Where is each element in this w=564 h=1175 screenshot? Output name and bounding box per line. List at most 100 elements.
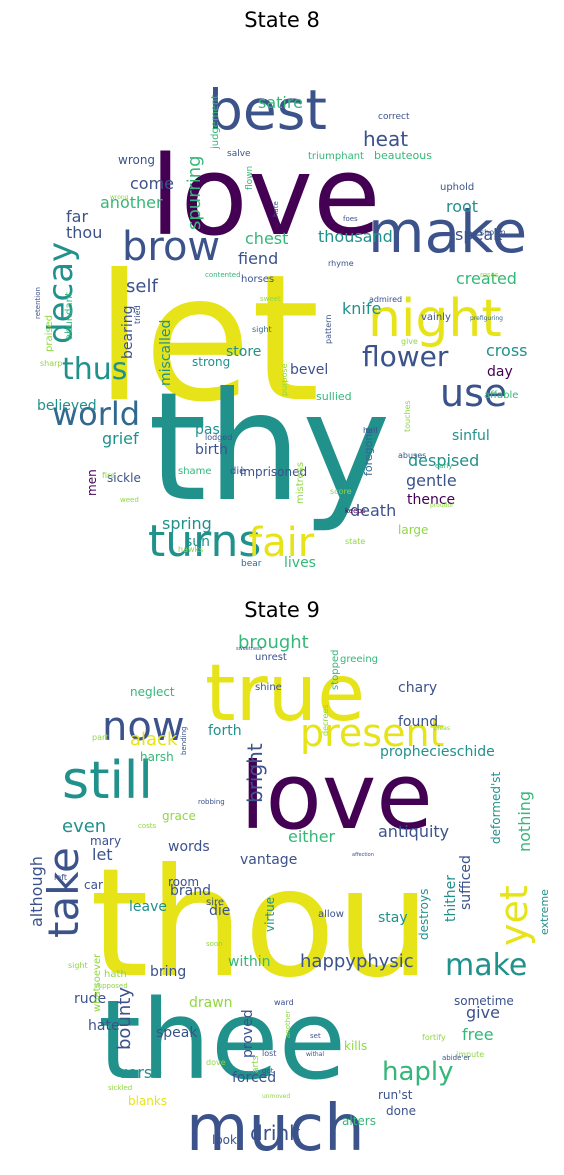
cloud-word: grief xyxy=(102,429,139,448)
cloud-word: heat xyxy=(363,127,408,151)
cloud-word: wrong xyxy=(110,194,129,201)
cloud-word: believed xyxy=(37,398,97,414)
cloud-word: foregone xyxy=(362,427,375,476)
cloud-word: another xyxy=(100,193,163,212)
cloud-word: lost xyxy=(262,1049,276,1058)
cloud-word: sire xyxy=(206,897,224,908)
cloud-word: abundant xyxy=(64,292,75,340)
cloud-word: thousand xyxy=(318,227,393,246)
cloud-word: die xyxy=(209,903,230,919)
cloud-word: fortify xyxy=(422,1033,446,1042)
cloud-word: now xyxy=(102,704,185,750)
cloud-word: large xyxy=(398,523,428,537)
cloud-word: despised xyxy=(408,451,479,470)
cloud-word: although xyxy=(27,856,46,927)
cloud-word: turns xyxy=(148,516,261,567)
cloud-word: self xyxy=(126,276,158,297)
cloud-word: sometime xyxy=(454,994,514,1008)
cloud-word: impute xyxy=(456,1050,484,1059)
cloud-word: leave xyxy=(129,899,167,915)
cloud-word: destroys xyxy=(417,889,431,940)
cloud-word: foes xyxy=(343,215,358,223)
cloud-word: thee xyxy=(98,976,346,1104)
cloud-word: make xyxy=(368,198,527,266)
cloud-word: decay xyxy=(41,242,81,344)
cloud-word: grace xyxy=(162,809,196,823)
cloud-word: miscalled xyxy=(158,320,174,386)
cloud-word: allow xyxy=(318,909,344,920)
cloud-word: sharp xyxy=(40,359,63,368)
cloud-word: blanks xyxy=(128,1094,167,1108)
cloud-word: let xyxy=(92,845,113,864)
cloud-word: shine xyxy=(255,682,282,693)
cloud-word: chest xyxy=(245,229,288,248)
cloud-word: stay xyxy=(378,910,408,926)
cloud-word: make xyxy=(445,948,527,983)
cloud-word: kills xyxy=(344,1039,367,1053)
cloud-word: sweet xyxy=(260,295,281,303)
cloud-word: spring xyxy=(162,514,212,533)
cloud-word: take xyxy=(39,847,88,938)
cloud-word: hate xyxy=(88,1018,120,1034)
cloud-word: robbing xyxy=(198,798,225,806)
cloud-word: mary xyxy=(90,834,121,848)
cloud-word: done xyxy=(386,1104,416,1118)
cloud-word: thence xyxy=(407,492,455,508)
cloud-word: proudor xyxy=(430,502,454,509)
cloud-word: triumphant xyxy=(308,151,364,162)
cloud-word: abuses xyxy=(398,451,426,460)
cloud-word: found xyxy=(398,714,438,730)
cloud-word: contented xyxy=(205,271,241,279)
cloud-word: neglect xyxy=(130,685,175,699)
cloud-word: alters xyxy=(342,1114,376,1128)
cloud-word: true xyxy=(205,649,365,739)
cloud-word: happyphysic xyxy=(300,951,414,972)
cloud-word: bear xyxy=(241,559,262,569)
cloud-word: decrees xyxy=(321,704,330,736)
cloud-word: cross xyxy=(486,341,527,360)
cloud-word: weed xyxy=(120,496,139,504)
cloud-word: supposed xyxy=(94,982,128,990)
cloud-word: affection xyxy=(352,852,374,858)
cloud-word: gentle xyxy=(406,471,457,490)
cloud-word: wrong xyxy=(118,153,155,167)
cloud-word: bright xyxy=(243,743,267,803)
cloud-word: thy xyxy=(148,361,391,535)
cloud-word: set xyxy=(310,1032,321,1040)
cloud-word: extreme xyxy=(538,889,551,935)
cloud-word: brought xyxy=(238,632,309,653)
cloud-word: within xyxy=(228,954,270,970)
cloud-word: much xyxy=(186,1092,365,1166)
cloud-word: car xyxy=(84,878,103,892)
cloud-word: withal xyxy=(306,1051,324,1058)
cloud-word: brow xyxy=(122,224,220,270)
cloud-word: arts xyxy=(251,1055,261,1073)
cloud-word: men xyxy=(85,469,99,496)
cloud-word: touches xyxy=(403,400,412,432)
cloud-word: death xyxy=(350,501,396,520)
cloud-word: present xyxy=(300,711,444,755)
cloud-word: bounty xyxy=(114,987,135,1050)
cloud-word: whatsoever xyxy=(92,953,103,1012)
cloud-word: drawn xyxy=(189,995,233,1011)
cloud-word: sufficed xyxy=(458,855,474,910)
cloud-word: prophecieschide xyxy=(380,744,495,760)
cloud-word: unrest xyxy=(255,652,287,663)
cloud-word: sullied xyxy=(316,390,352,403)
cloud-word: knife xyxy=(342,299,381,318)
cloud-word: die xyxy=(230,466,245,477)
cloud-word: brand xyxy=(170,883,211,899)
cloud-word: horses xyxy=(241,274,274,285)
cloud-word: even xyxy=(62,816,106,837)
cloud-word: lives xyxy=(284,555,316,571)
cloud-word: proved xyxy=(240,1009,256,1058)
cloud-word: created xyxy=(456,269,517,288)
cloud-word: bending xyxy=(180,727,188,755)
cloud-word: thus xyxy=(62,352,127,387)
cloud-word: keeps xyxy=(345,507,366,515)
cloud-word: antiquity xyxy=(378,822,449,841)
cloud-word: prefiguring xyxy=(470,315,503,322)
cloud-word: mistress xyxy=(295,462,306,504)
